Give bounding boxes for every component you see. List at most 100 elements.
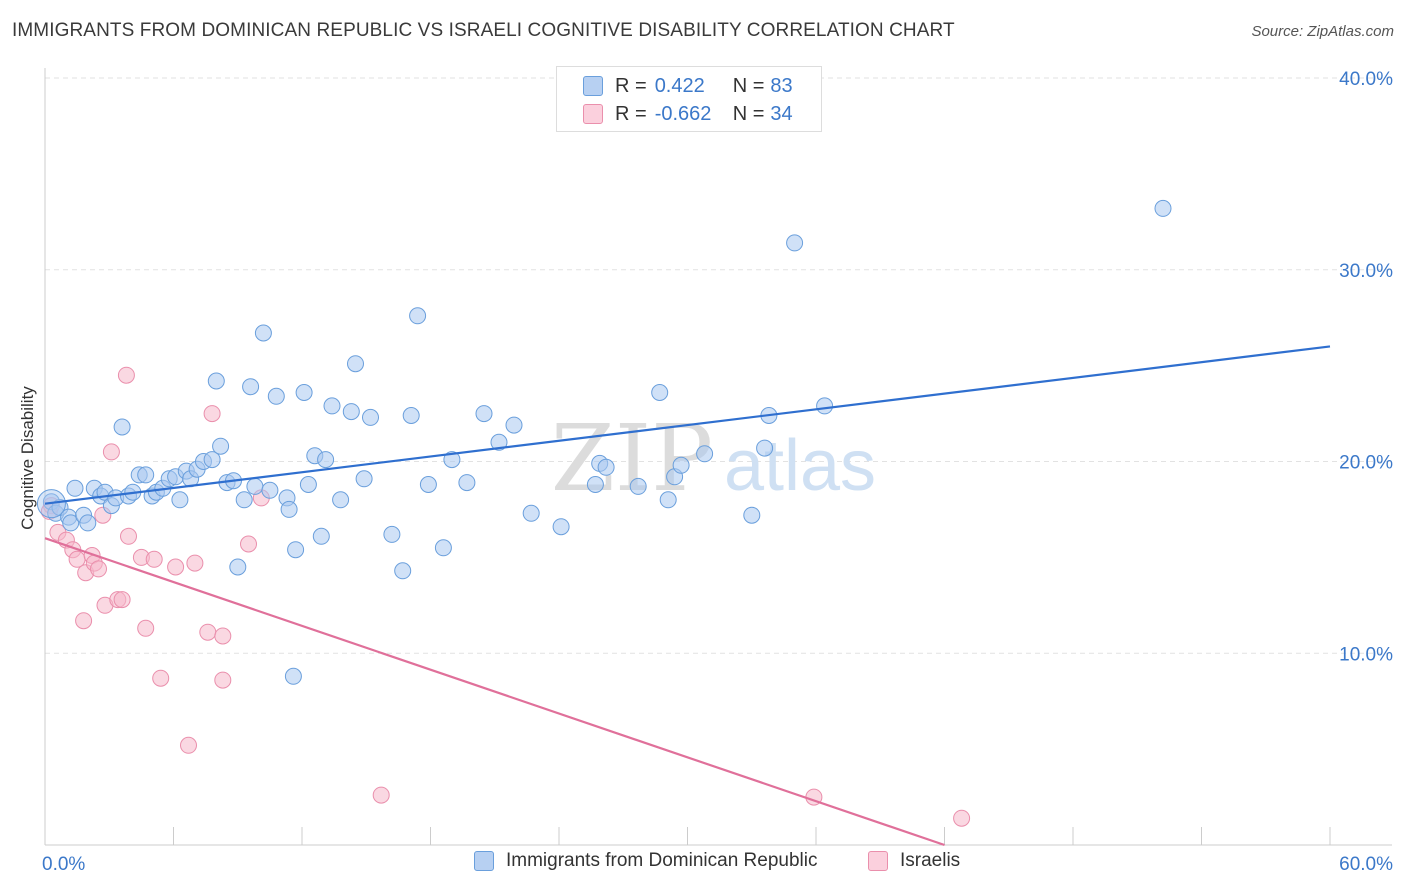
dominican-point[interactable]: [229, 558, 247, 576]
dominican-point[interactable]: [816, 397, 834, 415]
israelis-point[interactable]: [240, 535, 257, 553]
n-label: N =: [732, 102, 765, 125]
dominican-point[interactable]: [756, 439, 774, 457]
dominican-point[interactable]: [394, 562, 412, 580]
dominican-point[interactable]: [246, 477, 264, 495]
israelis-point[interactable]: [113, 591, 131, 609]
dominican-point[interactable]: [261, 481, 279, 499]
dominican-point[interactable]: [743, 506, 761, 524]
israelis-point[interactable]: [120, 527, 137, 545]
dominican-point[interactable]: [347, 355, 364, 373]
legend-item-dominican[interactable]: Immigrants from Dominican Republic: [474, 850, 818, 872]
dominican-point[interactable]: [287, 541, 305, 559]
dominican-point[interactable]: [312, 527, 330, 545]
israelis-point[interactable]: [199, 623, 217, 641]
dominican-point[interactable]: [254, 324, 272, 342]
r-value: -0.662: [654, 102, 712, 125]
dominican-point[interactable]: [443, 451, 461, 469]
dominican-point[interactable]: [659, 491, 677, 509]
dominican-point[interactable]: [62, 514, 80, 532]
x-tick-label-max: 60.0%: [1339, 854, 1393, 875]
israelis-point[interactable]: [372, 786, 390, 804]
dominican-point[interactable]: [355, 470, 373, 488]
dominican-point[interactable]: [522, 504, 540, 522]
chart-title: IMMIGRANTS FROM DOMINICAN REPUBLIC VS IS…: [12, 20, 955, 41]
r-label: R =: [615, 102, 647, 125]
dominican-point[interactable]: [242, 378, 260, 396]
dominican-point[interactable]: [419, 476, 437, 493]
dominican-point[interactable]: [586, 476, 604, 493]
series-legend: Immigrants from Dominican Republic Israe…: [0, 850, 1406, 878]
dominican-point[interactable]: [475, 405, 493, 423]
dominican-point[interactable]: [295, 384, 313, 401]
dominican-point[interactable]: [490, 433, 508, 451]
dominican-point[interactable]: [317, 451, 335, 469]
israelis-point[interactable]: [102, 443, 120, 461]
dominican-point[interactable]: [786, 234, 804, 252]
dominican-point[interactable]: [171, 491, 189, 509]
dominican-point[interactable]: [597, 458, 615, 476]
dominican-point[interactable]: [267, 387, 285, 405]
dominican-point[interactable]: [409, 307, 427, 325]
israelis-point[interactable]: [203, 405, 221, 423]
axes: [44, 68, 1392, 846]
israelis-point[interactable]: [214, 627, 232, 645]
legend-row-dominican: R = 0.422 N = 83: [583, 72, 793, 100]
israelis-point[interactable]: [214, 671, 232, 689]
dominican-point[interactable]: [332, 491, 350, 509]
legend-row-israelis: R = -0.662 N = 34: [583, 100, 793, 128]
y-tick-label: 20.0%: [1339, 453, 1393, 474]
trendlines: [44, 345, 1331, 847]
n-value: 83: [770, 74, 793, 97]
y-tick-label: 10.0%: [1339, 644, 1393, 665]
dominican-point[interactable]: [383, 525, 401, 543]
israelis-point[interactable]: [137, 619, 155, 637]
dominican-point[interactable]: [342, 403, 360, 421]
watermark-atlas: atlas: [724, 426, 876, 506]
dominican-point[interactable]: [458, 474, 476, 492]
dominican-point[interactable]: [66, 479, 84, 497]
dominican-point[interactable]: [207, 372, 225, 390]
r-label: R =: [615, 74, 647, 97]
dominican-point[interactable]: [505, 416, 523, 434]
pink-swatch: [583, 104, 603, 124]
legend-label-israelis: Israelis: [900, 850, 961, 871]
israelis-point[interactable]: [167, 558, 185, 576]
dominican-point[interactable]: [299, 476, 317, 493]
y-tick-label: 30.0%: [1339, 261, 1393, 282]
dominican-point[interactable]: [1154, 199, 1172, 217]
israelis-point[interactable]: [90, 560, 107, 578]
israelis-point[interactable]: [117, 366, 135, 384]
dominican-point[interactable]: [235, 491, 253, 509]
israelis-point[interactable]: [152, 669, 170, 687]
dominican-point[interactable]: [137, 466, 155, 484]
dominican-point[interactable]: [79, 514, 97, 532]
israelis-point[interactable]: [953, 809, 971, 827]
israelis-trendline: [44, 537, 945, 847]
source-credit[interactable]: Source: ZipAtlas.com: [1251, 23, 1394, 40]
dominican-point[interactable]: [203, 451, 221, 469]
dominican-point[interactable]: [629, 477, 647, 495]
dominican-point[interactable]: [323, 397, 341, 415]
dominican-point[interactable]: [552, 518, 570, 536]
dominican-point[interactable]: [362, 408, 379, 426]
legend-label-dominican: Immigrants from Dominican Republic: [506, 850, 818, 871]
dominican-point[interactable]: [672, 456, 690, 474]
dominican-point[interactable]: [212, 437, 230, 455]
israelis-point[interactable]: [75, 612, 93, 630]
dominican-point[interactable]: [280, 500, 298, 518]
dominican-point[interactable]: [284, 667, 302, 685]
israelis-point[interactable]: [186, 554, 204, 572]
legend-item-israelis[interactable]: Israelis: [868, 850, 960, 872]
n-label: N =: [732, 74, 765, 97]
dominican-point[interactable]: [402, 407, 420, 424]
dominican-point[interactable]: [434, 539, 452, 557]
israelis-point[interactable]: [145, 550, 163, 568]
gridlines: [45, 77, 1392, 654]
dominican-point[interactable]: [113, 418, 131, 436]
dominican-point[interactable]: [651, 384, 669, 401]
watermark-zip: ZIP: [551, 405, 713, 512]
israelis-point[interactable]: [180, 736, 197, 754]
dominican-point[interactable]: [696, 445, 714, 463]
